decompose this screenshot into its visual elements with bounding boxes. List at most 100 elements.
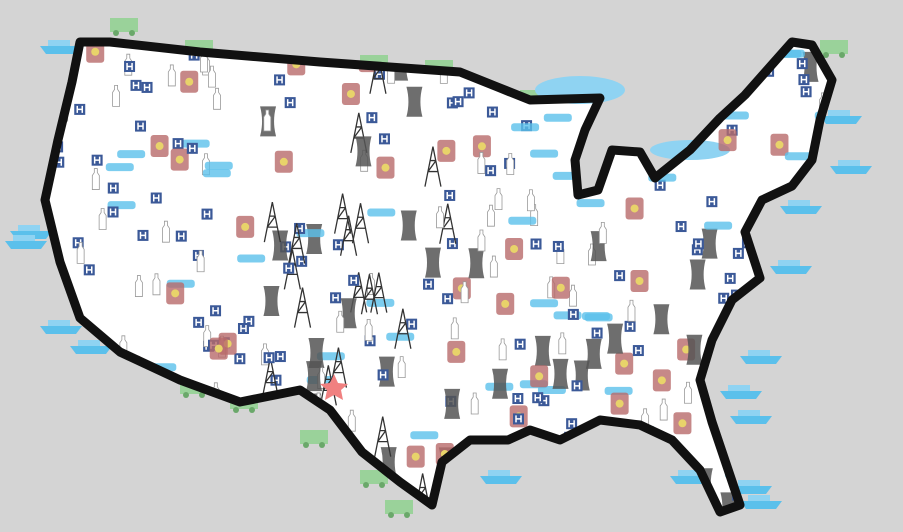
facility [386,332,415,341]
bottle-icon [208,65,216,88]
ship-deck [488,470,510,476]
barrel-symbol [501,299,510,308]
facility [234,353,246,365]
facility [330,292,342,304]
ship-deck [728,385,750,391]
facility [284,97,296,109]
hospital-mark [656,181,664,189]
capital-star [320,374,348,400]
facility [675,221,687,233]
hospital-mark [110,184,117,192]
derrick-icon [394,308,412,349]
facility [569,284,577,307]
facility [196,250,205,273]
facility [684,381,692,404]
barrel-symbol [442,146,451,155]
bottle-icon [397,356,406,379]
bottle-icon [477,229,486,252]
facility [558,332,567,355]
ship-deck [838,160,860,166]
hospital-mark [195,318,202,326]
derrick-icon [339,215,358,256]
truck-wheel [233,407,239,413]
facility [632,345,644,357]
facility [91,168,100,190]
truck-wheel [404,512,410,518]
facility [498,338,507,361]
facility [329,347,348,388]
hospital-mark [276,76,283,84]
ship [480,470,522,484]
facility [410,431,439,440]
facility [718,292,730,304]
facility [477,229,486,252]
facility [348,274,360,286]
facility [370,272,388,313]
facility [74,103,86,115]
ship-deck [748,350,770,356]
hospital-mark [408,320,415,328]
facility [625,197,644,220]
hospital-mark [532,240,540,248]
facility [170,148,189,171]
bottle-icon [263,109,272,132]
facility [166,282,185,305]
facility [530,299,559,308]
hospital-mark [203,210,211,218]
bottle-icon [489,255,498,278]
facility [201,208,213,220]
truck-body [300,430,328,444]
facility [581,312,610,321]
facility [425,247,442,278]
facility [167,64,176,87]
facility [689,259,706,290]
ship [40,40,82,54]
water-icon [367,208,396,217]
facility [610,392,629,415]
truck [300,430,328,448]
water-icon [576,199,605,208]
barrel-symbol [635,276,644,285]
ship [40,320,82,334]
ship [830,160,872,174]
facility [567,308,579,320]
hospital-mark [137,122,144,130]
facility [107,182,119,194]
ship-deck [48,320,70,326]
bottle-icon [162,220,170,243]
barrel-symbol [556,283,565,292]
facility [701,228,718,259]
hospital-mark [332,294,339,302]
power-plant-icon [406,86,423,117]
derrick-icon [263,202,281,243]
ship-deck [788,200,810,206]
truck-body [360,470,388,484]
truck-wheel [388,512,394,518]
facility [489,255,498,278]
hospital-mark [174,140,182,148]
facility [796,58,808,70]
bottle-icon [569,284,577,307]
facility [112,84,121,107]
facility [444,388,461,419]
power-plant-icon [552,358,569,389]
hospital-mark [487,167,494,175]
power-plant-icon [425,247,442,278]
facility [283,249,302,290]
ship-hull [40,326,82,334]
water-icon [581,312,610,321]
hospital-mark [76,105,83,113]
hospital-mark [516,340,524,348]
power-plant-icon [306,361,323,392]
facility [374,416,392,457]
power-plant-icon [444,388,461,419]
ship-hull [730,416,772,424]
ship-hull [5,241,47,249]
hospital-mark [236,355,244,363]
bottle-icon [558,332,567,355]
bottle-icon [98,208,107,230]
facility [530,238,542,250]
bottle-icon [91,168,100,190]
derrick-icon [350,272,368,313]
truck-wheel [183,392,189,398]
